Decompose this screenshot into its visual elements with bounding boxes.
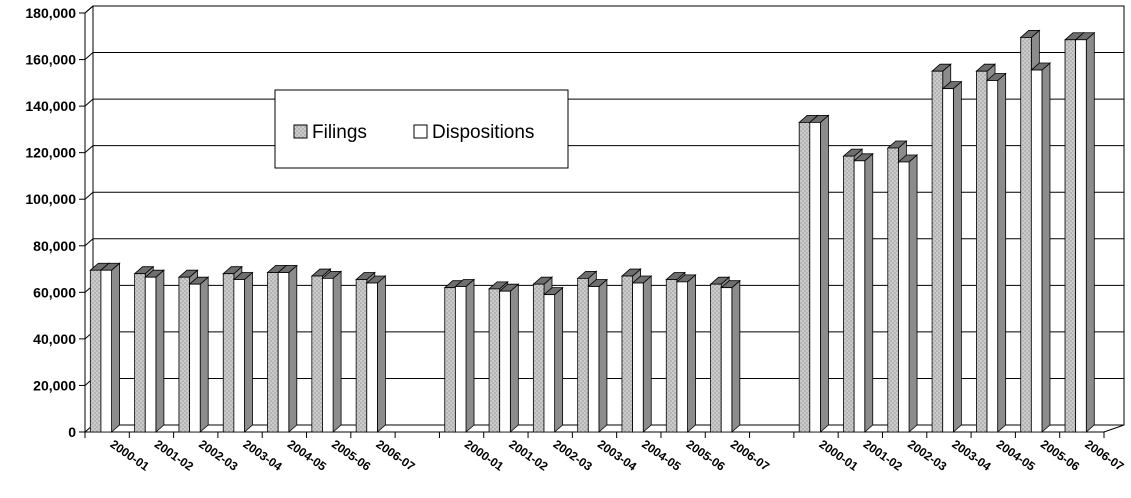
legend-label-filings: Filings bbox=[312, 122, 367, 143]
x-tick-label: 2006-07 bbox=[1082, 437, 1126, 474]
x-tick-label: 2000-01 bbox=[462, 437, 506, 474]
x-tick-label: 2005-06 bbox=[1038, 437, 1082, 474]
x-tick-label: 2003-04 bbox=[949, 437, 993, 474]
x-tick-label: 2001-02 bbox=[152, 437, 196, 474]
x-tick-label: 2002-03 bbox=[551, 437, 595, 474]
bar-dispositions bbox=[188, 276, 210, 433]
gridline bbox=[84, 5, 1124, 14]
gridline bbox=[84, 238, 1124, 247]
gridline bbox=[84, 191, 1124, 200]
x-tick-label: 2001-02 bbox=[506, 437, 550, 474]
bar-dispositions bbox=[144, 269, 165, 433]
gridline bbox=[84, 52, 1124, 60]
y-tick-label: 100,000 bbox=[25, 191, 76, 207]
y-tick-label: 60,000 bbox=[33, 284, 76, 300]
bar-dispositions bbox=[1074, 31, 1096, 433]
x-tick-label: 2001-02 bbox=[861, 437, 905, 474]
bar-dispositions bbox=[631, 275, 653, 433]
bar-dispositions bbox=[321, 270, 343, 433]
legend-swatch-dispositions bbox=[413, 124, 428, 139]
x-tick-label: 2003-04 bbox=[595, 437, 639, 474]
bar-dispositions bbox=[853, 152, 874, 433]
gridline bbox=[84, 145, 1124, 154]
x-tick-label: 2006-07 bbox=[728, 437, 772, 474]
x-tick-label: 2004-05 bbox=[285, 437, 329, 474]
x-tick-label: 2000-01 bbox=[108, 437, 152, 474]
y-tick-label: 20,000 bbox=[33, 377, 76, 393]
x-tick-label: 2002-03 bbox=[196, 437, 240, 474]
y-tick-label: 160,000 bbox=[25, 52, 76, 68]
bars bbox=[89, 29, 1096, 433]
y-tick-label: 0 bbox=[68, 424, 76, 440]
x-tick-label: 2000-01 bbox=[817, 437, 861, 474]
y-tick-label: 140,000 bbox=[25, 98, 76, 114]
y-tick-label: 180,000 bbox=[25, 5, 76, 21]
bar-dispositions bbox=[1030, 62, 1052, 433]
gridlines bbox=[84, 5, 1125, 433]
y-tick-label: 40,000 bbox=[33, 331, 76, 347]
bar-dispositions bbox=[941, 80, 963, 433]
bar-dispositions bbox=[365, 275, 387, 433]
bar-dispositions bbox=[985, 72, 1007, 433]
x-tick-label: 2002-03 bbox=[905, 437, 949, 474]
bar-dispositions bbox=[454, 278, 476, 433]
bar-dispositions bbox=[808, 114, 830, 433]
x-axis: 2000-01 2001-02 2002-03 2003-04 2004-05 2005-… bbox=[84, 432, 1127, 474]
legend-swatch-filings bbox=[293, 124, 308, 139]
legend: Filings Dispositions bbox=[274, 89, 569, 169]
x-tick-label: 2006-07 bbox=[373, 437, 417, 474]
y-axis: 0 20,000 40,000 60,000 80,000 100,000 120,000 1… bbox=[25, 5, 86, 440]
x-tick-label: 2004-05 bbox=[994, 437, 1038, 474]
bar-dispositions bbox=[587, 278, 608, 433]
bar-dispositions bbox=[542, 286, 564, 433]
y-tick-label: 120,000 bbox=[25, 145, 76, 161]
x-tick-label: 2005-06 bbox=[329, 437, 373, 474]
x-tick-label: 2004-05 bbox=[639, 437, 683, 474]
legend-label-dispositions: Dispositions bbox=[432, 122, 534, 143]
bar-dispositions bbox=[897, 154, 919, 433]
bar-dispositions bbox=[277, 264, 298, 433]
bar-dispositions bbox=[232, 271, 254, 433]
y-tick-label: 80,000 bbox=[33, 238, 76, 254]
x-tick-label: 2005-06 bbox=[684, 437, 728, 474]
bar-dispositions bbox=[720, 279, 741, 433]
gridline bbox=[84, 98, 1124, 107]
bar-dispositions bbox=[498, 283, 520, 433]
x-tick-label: 2003-04 bbox=[241, 437, 285, 474]
bar-dispositions bbox=[675, 273, 697, 433]
bar-dispositions bbox=[99, 262, 121, 433]
